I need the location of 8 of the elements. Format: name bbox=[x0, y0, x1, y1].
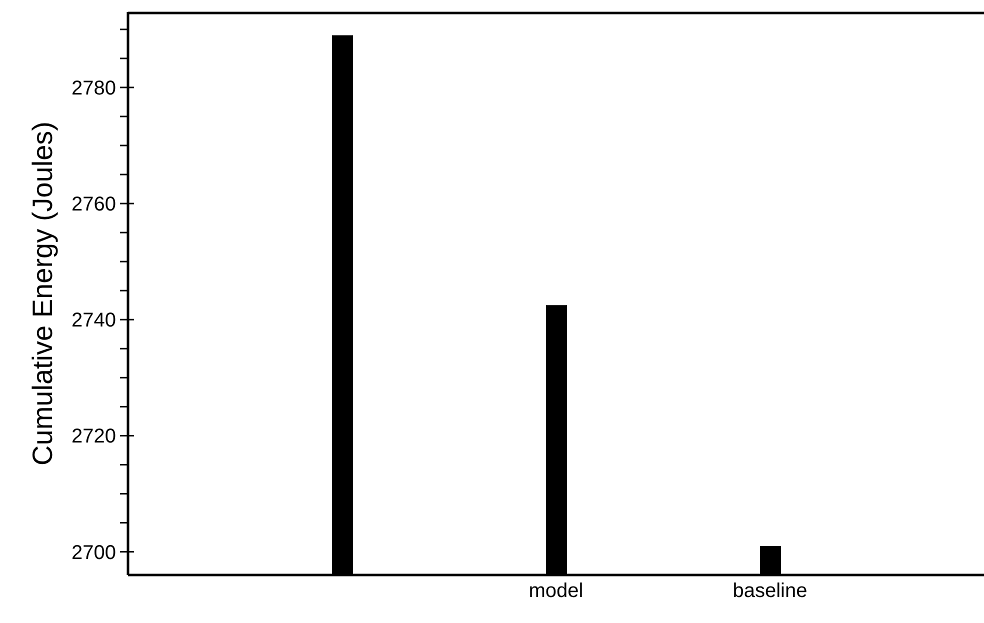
y-tick-label: 2720 bbox=[72, 426, 116, 448]
y-tick-label: 2780 bbox=[72, 77, 116, 100]
y-axis-title: Cumulative Energy (Joules) bbox=[26, 122, 58, 466]
x-tick-label: model bbox=[528, 580, 584, 602]
y-tick-label: 2700 bbox=[72, 542, 116, 564]
x-tick-label: baseline bbox=[732, 580, 808, 602]
y-tick-label: 2740 bbox=[72, 310, 116, 332]
y-tick-label: 2760 bbox=[72, 194, 116, 216]
